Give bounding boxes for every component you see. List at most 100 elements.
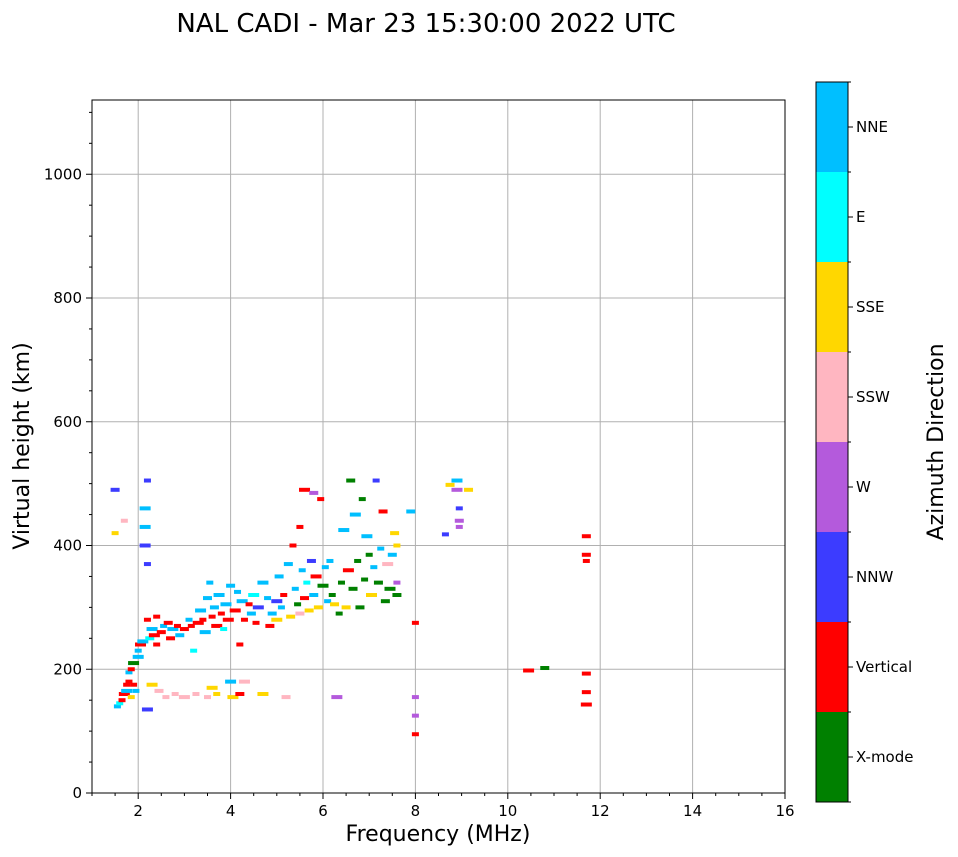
data-point <box>248 593 260 597</box>
data-point <box>354 558 362 563</box>
data-point <box>125 679 133 684</box>
data-point <box>213 692 221 696</box>
data-points <box>110 478 592 737</box>
colorbar-segment <box>816 532 848 622</box>
data-point <box>393 543 401 548</box>
data-point <box>153 614 161 619</box>
data-point <box>240 617 248 622</box>
colorbar-segment <box>816 712 848 802</box>
data-point <box>156 630 166 635</box>
data-point <box>139 524 151 529</box>
data-point <box>309 593 319 597</box>
data-point <box>321 565 329 570</box>
data-point <box>195 608 207 613</box>
data-point <box>299 487 311 492</box>
data-point <box>171 692 179 696</box>
data-point <box>220 627 228 632</box>
colorbar-frame <box>815 81 849 803</box>
data-point <box>160 623 168 628</box>
data-point <box>264 596 272 601</box>
data-point <box>139 506 151 511</box>
data-point <box>143 478 151 483</box>
colorbar-segment <box>816 352 848 442</box>
data-point <box>390 531 400 536</box>
data-point <box>451 478 463 483</box>
data-point <box>220 602 232 607</box>
data-point <box>304 608 314 613</box>
data-point <box>346 478 356 483</box>
data-point <box>111 531 119 536</box>
x-tick-label: 10 <box>498 802 517 820</box>
data-point <box>135 642 147 647</box>
data-point <box>274 574 284 579</box>
colorbar-label: NNE <box>856 118 888 136</box>
data-point <box>211 623 223 628</box>
data-point <box>199 617 207 622</box>
data-point <box>222 617 234 622</box>
data-point <box>153 642 161 647</box>
data-point <box>377 546 385 551</box>
data-point <box>411 713 419 718</box>
data-point <box>451 487 463 492</box>
data-point <box>227 695 239 700</box>
plot-frame <box>91 99 786 794</box>
colorbar-label: E <box>856 208 865 226</box>
data-point <box>326 558 334 563</box>
colorbar: X-mode Vertical NNW W SSW SSE E NNE <box>815 81 913 803</box>
data-point <box>295 611 305 616</box>
data-point <box>162 695 170 700</box>
data-point <box>310 574 322 579</box>
data-point <box>257 580 269 585</box>
data-point <box>283 562 293 567</box>
data-point <box>245 602 253 607</box>
data-point <box>337 580 345 585</box>
data-point <box>411 620 419 625</box>
data-point <box>358 497 366 502</box>
grid <box>92 100 785 793</box>
colorbar-segment <box>816 442 848 532</box>
data-point <box>361 534 373 539</box>
data-point <box>303 580 311 585</box>
data-point <box>373 580 383 585</box>
data-point <box>146 682 158 687</box>
data-point <box>280 593 288 597</box>
data-point <box>298 568 306 573</box>
data-point <box>252 620 260 625</box>
data-point <box>246 611 256 616</box>
data-point <box>225 679 237 684</box>
data-point <box>382 562 394 567</box>
data-point <box>406 509 416 514</box>
data-point <box>378 509 388 514</box>
data-point <box>324 599 332 604</box>
x-tick-label: 4 <box>226 802 236 820</box>
colorbar-label: NNW <box>856 568 893 586</box>
data-point <box>271 617 283 622</box>
data-point <box>580 702 592 707</box>
data-point <box>178 695 190 700</box>
data-point <box>355 605 365 610</box>
data-point <box>581 690 591 695</box>
data-point <box>121 688 133 693</box>
colorbar-segment <box>816 262 848 352</box>
data-point <box>229 608 241 613</box>
data-point <box>116 701 124 706</box>
data-point <box>204 695 211 700</box>
data-point <box>335 611 343 616</box>
x-tick-label: 14 <box>683 802 702 820</box>
data-point <box>236 599 248 604</box>
data-point <box>145 636 155 641</box>
data-point <box>300 596 310 601</box>
data-point <box>392 593 402 597</box>
data-point <box>203 596 212 601</box>
data-point <box>349 512 361 517</box>
data-point <box>454 518 464 523</box>
data-point <box>132 688 140 693</box>
data-point <box>464 487 474 492</box>
data-point <box>365 552 373 557</box>
data-point <box>361 577 369 582</box>
y-axis-label: Virtual height (km) <box>10 342 35 549</box>
data-point <box>252 605 264 610</box>
data-point <box>137 639 149 644</box>
data-point <box>139 543 151 548</box>
